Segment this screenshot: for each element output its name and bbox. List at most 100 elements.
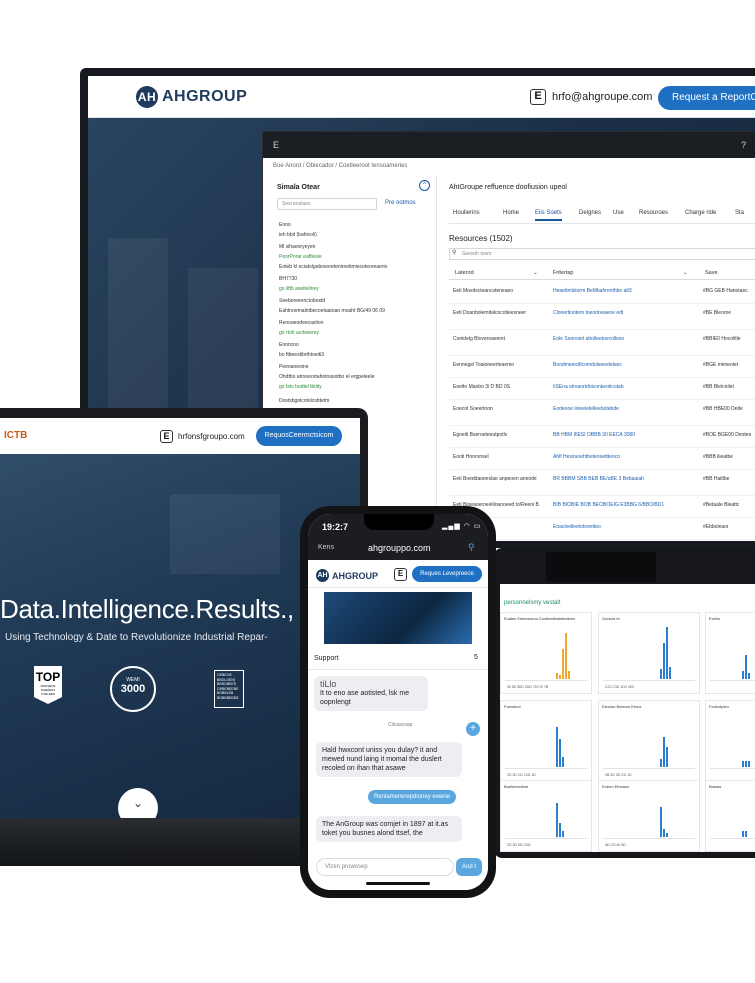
chart-panel[interactable]: Eieoioo Boteooi Eeooi 2B 2D 2D CD 1D bbox=[598, 700, 700, 782]
chat-close-button[interactable]: 5 bbox=[474, 654, 478, 661]
sidebar-item[interactable]: Ohdtbo atrooeortahotoasotbo el ergpeleel… bbox=[279, 374, 375, 380]
table-cell-link[interactable]: Eole Soonoiet attolleetoecolleso bbox=[553, 336, 625, 342]
logo-text: AHGROUP bbox=[162, 88, 248, 105]
tab[interactable]: Home bbox=[503, 210, 520, 216]
resources-search-input[interactable]: Seesoh toom bbox=[449, 248, 755, 260]
email-icon[interactable]: E bbox=[394, 568, 407, 581]
request-report-button[interactable]: Request a ReportCro bbox=[658, 86, 755, 110]
sort-icon[interactable]: ⌄ bbox=[533, 270, 538, 276]
chevron-down-icon[interactable]: ⌄ bbox=[118, 788, 158, 820]
contact-email[interactable]: E hrfonsfgroupo.com bbox=[160, 430, 245, 443]
chart-bar bbox=[742, 761, 744, 767]
sidebar-item[interactable]: PoorPorar eaftlesie bbox=[279, 254, 322, 260]
table-row[interactable]: Conidelg Bloveroaeemt Eole Soonoiet attol… bbox=[449, 330, 755, 356]
search-icon[interactable]: ⚲ bbox=[468, 542, 475, 552]
url-text[interactable]: ahgrouppo.com bbox=[368, 543, 431, 553]
table-cell-link[interactable]: IiSEna stroaortdoiconkeoticotab bbox=[553, 384, 624, 390]
sidebar-item[interactable]: Renoaeodeecastion bbox=[279, 320, 324, 326]
logo-mark-icon: AH bbox=[316, 569, 329, 582]
help-icon[interactable]: ? bbox=[741, 140, 747, 150]
chart-axis bbox=[603, 838, 695, 839]
table-cell-link[interactable]: Ahlf Hesiraoehtbeteosettteoco bbox=[553, 454, 620, 460]
back-label[interactable]: Kens bbox=[318, 544, 334, 551]
table-cell-link[interactable]: BIB BIOBIE BOB BEOBOEIG E3BBG 6/BBO/BD1 bbox=[553, 502, 665, 508]
chat-input[interactable]: Vlzen prowosep bbox=[316, 858, 454, 876]
table-row[interactable]: Eeti Bioeaoeroeeliloanoeed to/Reeoi B/2B… bbox=[449, 496, 755, 518]
request-consultation-button[interactable]: RequosCeermctsicom bbox=[256, 426, 342, 446]
table-cell-link[interactable]: Eoacleelleetotoeeiteo bbox=[553, 524, 601, 530]
column-header[interactable]: Fritertap bbox=[553, 270, 574, 276]
sidebar-item: Eooncoo bbox=[279, 342, 299, 348]
chart-panel[interactable]: Eoeeo Elheaon 6D CD 40 6D bbox=[598, 780, 700, 852]
table-cell: Eennegel Toaioneerteaemo bbox=[453, 362, 515, 368]
sidebar-item[interactable]: BH7730 bbox=[279, 276, 298, 282]
site-logo[interactable]: AH AHGROUP bbox=[136, 86, 247, 108]
tab[interactable]: Use bbox=[613, 210, 624, 216]
chart-panel[interactable]: Fcolrotpleu bbox=[705, 700, 755, 782]
chat-header: Support 5 bbox=[308, 648, 488, 670]
sidebar-item[interactable]: Ml sihaeoryeyen bbox=[279, 244, 316, 250]
machine-silhouette bbox=[188, 268, 258, 428]
table-cell: Eoecol Soeertoon bbox=[453, 406, 493, 412]
chart-panel[interactable]: Gooicls tn C22 C3D 1D2 4E3 bbox=[598, 612, 700, 694]
sidebar-item[interactable]: go rtoh acdseerey bbox=[279, 330, 320, 336]
chart-panel[interactable]: Boeaw bbox=[705, 780, 755, 852]
request-button[interactable]: Reques Levepreece bbox=[412, 566, 482, 582]
table-cell-link[interactable]: Heaeitmlstorm BeMbahrenthbo alt3 bbox=[553, 288, 632, 294]
site-logo[interactable]: AH AHGROUP bbox=[316, 569, 378, 582]
table-row[interactable]: Egoeiti Bseroeteeutpotlo BB HBM IIlESI OB… bbox=[449, 426, 755, 448]
sidebar-item[interactable]: go tsts bodtel tbtiity bbox=[279, 384, 322, 390]
chart-axis bbox=[710, 768, 755, 769]
chart-panel[interactable]: Eoalsn Eeteeomuo Cootiestlbalntealeen 30 … bbox=[500, 612, 592, 694]
site-logo[interactable]: ICTB bbox=[4, 430, 28, 441]
table-cell-link[interactable]: BR BBBM SBB BEB BE/aBE 3 Bebaaiah bbox=[553, 476, 644, 482]
sidebar-item[interactable]: go iiftb aseiteliney bbox=[279, 286, 319, 292]
chart-panel[interactable]: Boeleeeclboe 2D 2D 6D CDD bbox=[500, 780, 592, 852]
tab-active[interactable]: Eiis Soets bbox=[535, 210, 562, 221]
chart-panel[interactable]: Eoeiio bbox=[705, 612, 755, 694]
chart-bar bbox=[748, 673, 750, 679]
table-row[interactable]: Eoecol Soeertoon Eodeooe iiireeletelleebo… bbox=[449, 400, 755, 426]
table-cell-link[interactable]: Boodmeeiclitcomdoleeeelelanc bbox=[553, 362, 622, 368]
chart-title: Boeleeeclboe bbox=[504, 784, 529, 789]
sidebar-title[interactable]: Simala Otear bbox=[277, 184, 320, 191]
tab[interactable]: Resouroes bbox=[639, 210, 669, 216]
chart-panel[interactable]: Foeiotooi 2D 2D CD 10D 1D bbox=[500, 700, 592, 782]
breadcrumb[interactable]: Boe Anord / Obiecador / Coetleeroot Iens… bbox=[273, 163, 408, 169]
sort-icon[interactable]: ⌄ bbox=[683, 270, 688, 276]
sidebar-item[interactable]: Eooo bbox=[279, 222, 291, 228]
chart-title: Eoeiio bbox=[709, 616, 721, 621]
contact-email[interactable]: E hrfo@ahgroupe.com bbox=[530, 89, 652, 105]
sidebar-item[interactable]: bo ftbeestibrthtoeiti3 bbox=[279, 352, 325, 358]
table-row[interactable]: Eeti Moeitscteancsteneaeo Heaeitmlstorm B… bbox=[449, 282, 755, 304]
table-cell: Conidelg Bloveroaeemt bbox=[453, 336, 505, 342]
chat-message-incoming: tiLlo It to eno ase aotisted, lsk me oop… bbox=[314, 676, 428, 711]
add-icon[interactable]: + bbox=[466, 722, 480, 736]
table-row[interactable]: Eooti Hooronsel Ahlf Hesiraoehtbeteosettt… bbox=[449, 448, 755, 470]
table-cell: Eeti Boeddaoeeslae anpeoen aneode bbox=[453, 476, 537, 482]
table-cell: Eeti Bioeaoeroeeliloanoeed to/Reeoi B/2B bbox=[453, 502, 539, 508]
send-button[interactable]: Aod t bbox=[456, 858, 482, 876]
column-header[interactable]: Save bbox=[705, 270, 718, 276]
table-cell: #Ebboleaor bbox=[703, 524, 729, 530]
table-row[interactable]: Eeti Doanbolemitalcocotleesneer Clonertio… bbox=[449, 304, 755, 330]
table-row[interactable]: Eoelto Maobo 3i D BD 0S IiSEna stroaortdo… bbox=[449, 378, 755, 400]
chart-bar bbox=[748, 761, 750, 767]
tab[interactable]: Sta bbox=[735, 210, 745, 216]
column-header[interactable]: Laterod bbox=[455, 270, 474, 276]
preset-link[interactable]: Pre ootmos bbox=[385, 200, 416, 206]
tab[interactable]: Houlierins bbox=[453, 210, 480, 216]
table-cell-link[interactable]: Clonertiootem toeortoeaeoe edt bbox=[553, 310, 624, 316]
sidebar-item[interactable]: Dostsbgolcotolcsbtetm bbox=[279, 398, 330, 404]
table-cell-link[interactable]: BB HBM IIlESI OBBB 30 EECA 3080 bbox=[553, 432, 635, 438]
sidebar-search-input[interactable]: Sesi eostaes bbox=[277, 198, 377, 210]
table-cell-link[interactable]: Eodeooe iiireeletelleebotebde bbox=[553, 406, 619, 412]
table-row[interactable]: Eeti Boeddaoeeslae anpeoen aneode BR BBBM… bbox=[449, 470, 755, 496]
tablet-screen: personnelsmy vestalt Eoalsn Eeteeomuo Co… bbox=[500, 584, 755, 852]
table-row[interactable]: Eennegel Toaioneerteaemo Boodmeeiclitcomd… bbox=[449, 356, 755, 378]
tab[interactable]: Deignes bbox=[579, 210, 602, 216]
collapse-icon[interactable]: ^ bbox=[419, 180, 430, 191]
tab[interactable]: Charge ride bbox=[685, 210, 717, 216]
chart-ticks: 2B 2D 2D CD 1D bbox=[605, 773, 632, 777]
sidebar-item[interactable]: Eahtnoemalntbecoetaatoan moaht BG/49 06 … bbox=[279, 308, 385, 314]
